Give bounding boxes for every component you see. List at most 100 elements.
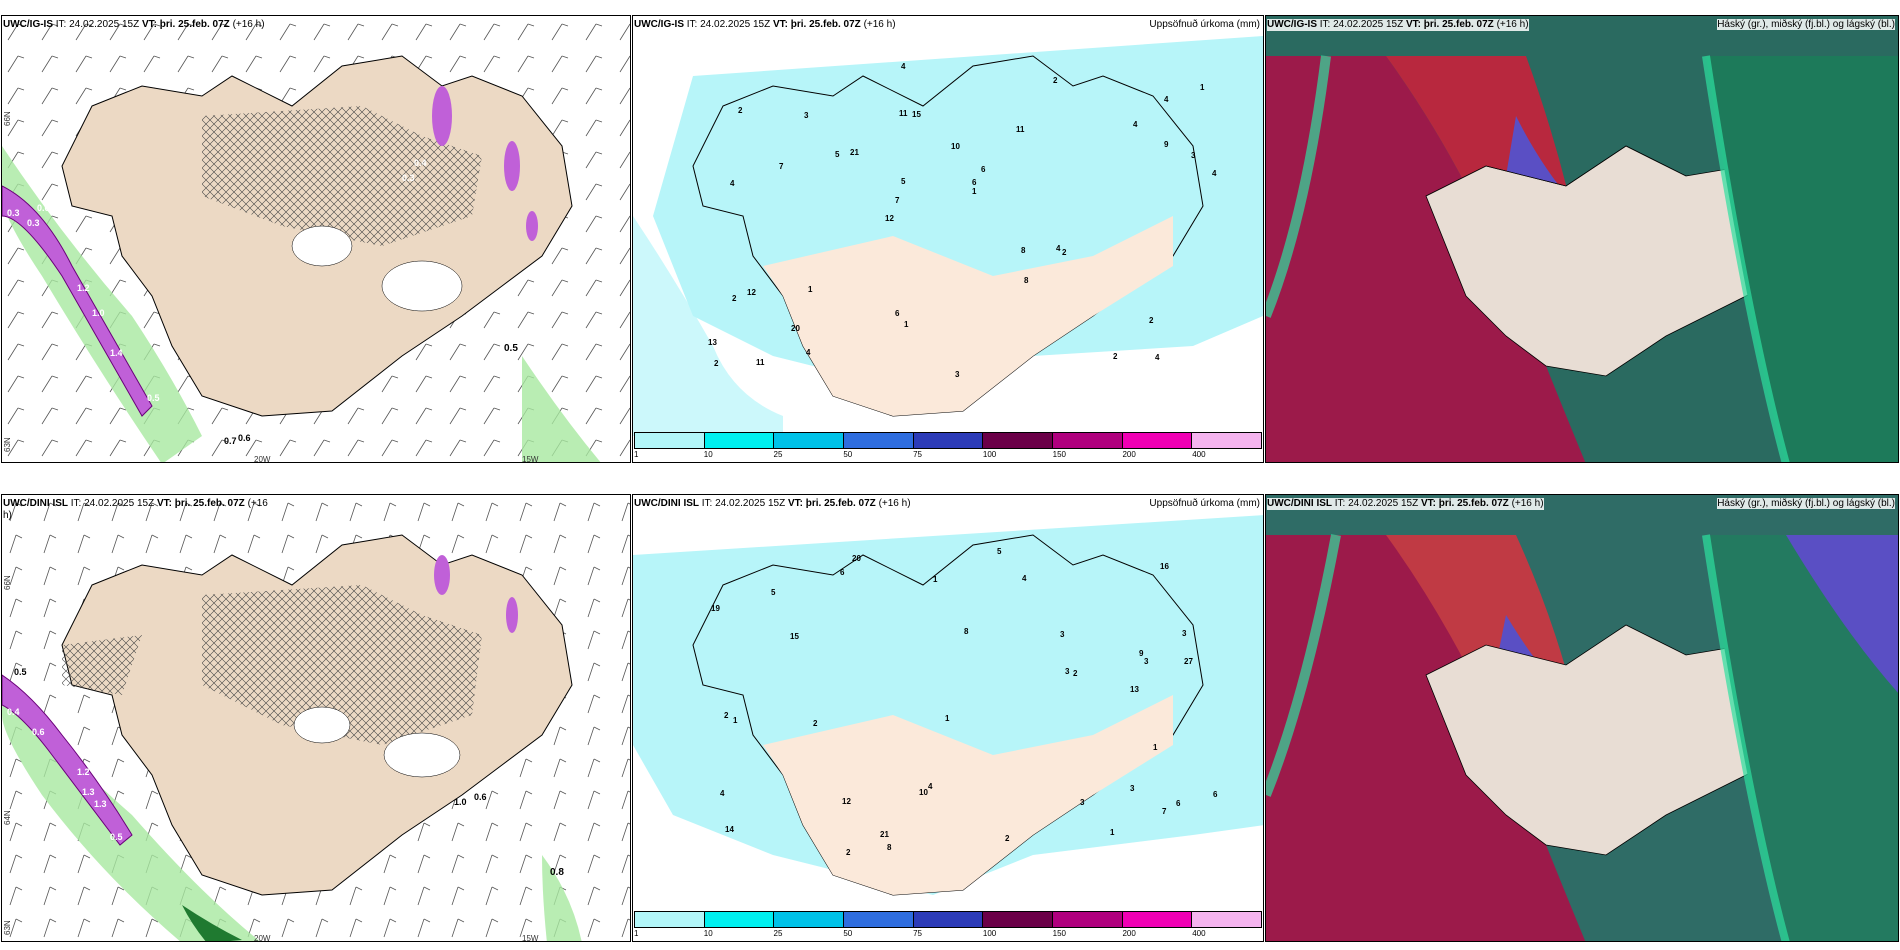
- value-label: 0.5: [14, 667, 27, 677]
- precip-value: 14: [725, 825, 734, 834]
- precip-value: 4: [901, 62, 906, 71]
- precip-value: 10: [919, 788, 928, 797]
- colorbar-segment: [704, 912, 775, 927]
- precip-value: 2: [732, 294, 737, 303]
- colorbar-segment: [774, 912, 845, 927]
- precip-value: 2: [1005, 834, 1010, 843]
- precip-value: 2: [714, 359, 719, 368]
- colorbar: [634, 432, 1262, 449]
- colorbar-label: 25: [773, 450, 783, 459]
- precip-value: 8: [1021, 246, 1026, 255]
- precip-value: 7: [895, 196, 900, 205]
- value-label: 0.6: [32, 727, 45, 737]
- precip-value: 3: [1060, 630, 1065, 639]
- colorbar-segment: [913, 912, 984, 927]
- panel-wind-igis: UWC/IG-IS IT: 24.02.2025 15Z VT: þri. 25…: [1, 15, 631, 463]
- panel-wind-dini: UWC/DINI ISL IT: 24.02.2025 15Z VT: þri.…: [1, 494, 631, 942]
- precip-value: 4: [1212, 169, 1217, 178]
- precip-value: 6: [840, 568, 845, 577]
- cloud-map: [1266, 495, 1898, 941]
- precip-value: 2: [1073, 669, 1078, 678]
- precip-value: 27: [1184, 657, 1193, 666]
- precip-value: 8: [964, 627, 969, 636]
- panel-header: UWC/DINI ISL IT: 24.02.2025 15Z VT: þri.…: [1267, 498, 1544, 510]
- panel-title-right: Háský (gr.), miðský (fj.bl.) og lágský (…: [1717, 498, 1895, 509]
- lat-tick: 63N: [3, 437, 12, 452]
- wind-map: 0.5 0.6 0.4 1.2 1.3 1.3 0.5 1.0 0.6 0.8 …: [2, 495, 630, 942]
- value-label: 1.3: [82, 787, 95, 797]
- panel-header: UWC/DINI ISL IT: 24.02.2025 15Z VT: þri.…: [3, 498, 268, 521]
- precip-value: 1: [733, 716, 738, 725]
- colorbar-label: 1: [634, 450, 639, 459]
- precip-value: 5: [997, 547, 1002, 556]
- precip-value: 3: [1065, 667, 1070, 676]
- precip-value: 11: [1016, 125, 1025, 134]
- value-label: 0.4: [414, 158, 427, 168]
- precip-value: 2: [846, 848, 851, 857]
- value-label: 1.0: [454, 797, 467, 807]
- colorbar-label: 10: [703, 929, 713, 938]
- panel-header: UWC/IG-IS IT: 24.02.2025 15Z VT: þri. 25…: [1267, 19, 1529, 31]
- colorbar-segment: [774, 433, 845, 448]
- precip-value: 10: [951, 142, 960, 151]
- precip-value: 5: [901, 177, 906, 186]
- value-label: 1.4: [110, 348, 123, 358]
- precip-value: 3: [804, 111, 809, 120]
- colorbar-label: 200: [1122, 929, 1136, 938]
- precip-value: 1: [1110, 828, 1115, 837]
- colorbar-segment: [983, 433, 1054, 448]
- precip-value: 20: [791, 324, 800, 333]
- precip-value: 16: [1160, 562, 1169, 571]
- colorbar-label: 1: [634, 929, 639, 938]
- precip-value: 9: [1164, 140, 1169, 149]
- value-label: 0.5: [147, 393, 160, 403]
- colorbar-segment: [704, 433, 775, 448]
- precip-value: 2: [1113, 352, 1118, 361]
- colorbar-segment: [1122, 912, 1193, 927]
- value-label: 1.2: [77, 767, 90, 777]
- precip-number-layer: 4441211111110122113201562244897653212243…: [708, 62, 1217, 379]
- precip-value: 5: [835, 150, 840, 159]
- precip-value: 4: [1155, 353, 1160, 362]
- colorbar-segment: [1192, 912, 1262, 927]
- value-label: 1.0: [92, 308, 105, 318]
- colorbar-segment: [635, 912, 705, 927]
- colorbar-segment: [1192, 433, 1262, 448]
- colorbar-label: 400: [1192, 450, 1206, 459]
- colorbar-label: 150: [1052, 929, 1067, 938]
- precip-value: 6: [895, 309, 900, 318]
- value-label: 0.5: [504, 343, 518, 354]
- precip-value: 3: [1144, 657, 1149, 666]
- colorbar-segment: [844, 912, 914, 927]
- colorbar-labels: 1 10 25 50 75 100 150 200 400: [634, 929, 1262, 939]
- lon-tick: 15W: [522, 934, 539, 942]
- panel-header: UWC/IG-IS IT: 24.02.2025 15Z VT: þri. 25…: [3, 19, 265, 30]
- precip-value: 6: [1213, 790, 1218, 799]
- value-label: 0.6: [474, 792, 487, 802]
- precip-value: 5: [771, 588, 776, 597]
- lat-tick: 64N: [3, 810, 12, 825]
- precip-value: 3: [1191, 151, 1196, 160]
- precip-value: 4: [730, 179, 735, 188]
- precip-value: 6: [972, 178, 977, 187]
- panel-title-right: Háský (gr.), miðský (fj.bl.) og lágský (…: [1717, 19, 1895, 30]
- lon-tick: 15W: [522, 455, 539, 463]
- precip-value: 6: [981, 165, 986, 174]
- precip-value: 21: [850, 148, 859, 157]
- panel-header: UWC/IG-IS IT: 24.02.2025 15Z VT: þri. 25…: [634, 19, 896, 30]
- precip-value: 8: [887, 843, 892, 852]
- lat-tick: 63N: [3, 920, 12, 935]
- precip-value: 9: [1139, 649, 1144, 658]
- colorbar-segment: [1053, 912, 1123, 927]
- value-label: 1.2: [77, 283, 90, 293]
- panel-title-right: Uppsöfnuð úrkoma (mm): [1149, 19, 1260, 30]
- panel-header: UWC/DINI ISL IT: 24.02.2025 15Z VT: þri.…: [634, 498, 911, 509]
- colorbar-label: 75: [913, 450, 923, 459]
- precip-value: 7: [779, 162, 784, 171]
- colorbar-label: 25: [773, 929, 783, 938]
- precip-value: 3: [955, 370, 960, 379]
- panel-precip-igis: UWC/IG-IS IT: 24.02.2025 15Z VT: þri. 25…: [632, 15, 1264, 463]
- colorbar: [634, 911, 1262, 928]
- precip-value: 2: [724, 711, 729, 720]
- colorbar-segment: [1053, 433, 1123, 448]
